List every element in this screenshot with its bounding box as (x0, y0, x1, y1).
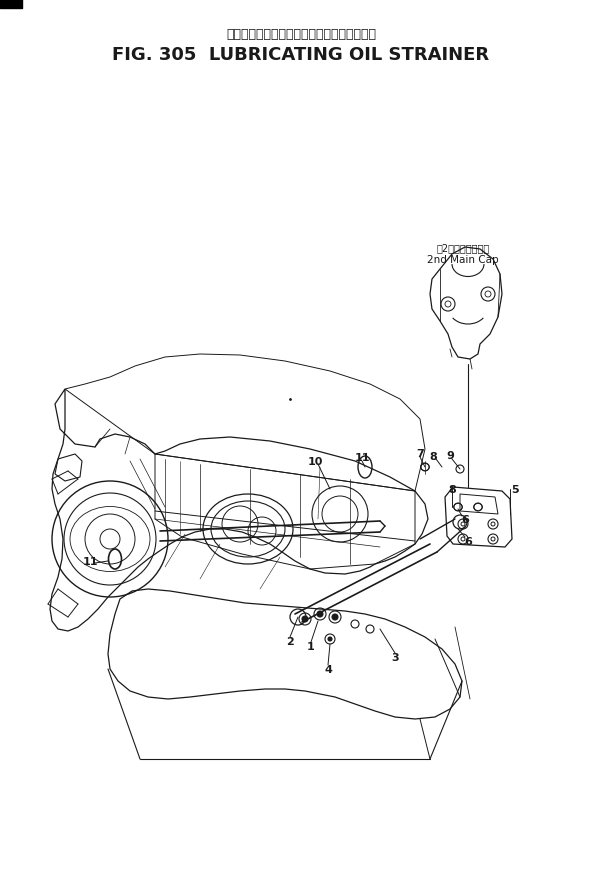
Text: 9: 9 (446, 450, 454, 460)
Text: 2nd Main Cap: 2nd Main Cap (427, 255, 499, 264)
Text: 5: 5 (511, 485, 519, 494)
Text: 10: 10 (308, 457, 323, 466)
Text: 8: 8 (448, 485, 456, 494)
Text: 7: 7 (416, 449, 424, 458)
Text: 第2メインキャップ: 第2メインキャップ (437, 242, 490, 253)
Text: 4: 4 (324, 665, 332, 674)
Circle shape (317, 611, 323, 617)
Text: 11: 11 (82, 557, 98, 566)
Text: 3: 3 (391, 652, 399, 662)
Text: FIG. 305  LUBRICATING OIL STRAINER: FIG. 305 LUBRICATING OIL STRAINER (112, 46, 490, 64)
Circle shape (302, 616, 308, 623)
Text: 1: 1 (307, 641, 315, 651)
Circle shape (332, 615, 338, 620)
Text: 6: 6 (461, 515, 469, 524)
Text: 11: 11 (354, 452, 370, 463)
Text: ルーブリケーティング　オイル　ストレーナ: ルーブリケーティング オイル ストレーナ (226, 28, 376, 41)
Text: 2: 2 (286, 637, 294, 646)
Circle shape (328, 637, 332, 641)
Text: 6: 6 (464, 536, 472, 546)
Text: 8: 8 (429, 451, 437, 462)
